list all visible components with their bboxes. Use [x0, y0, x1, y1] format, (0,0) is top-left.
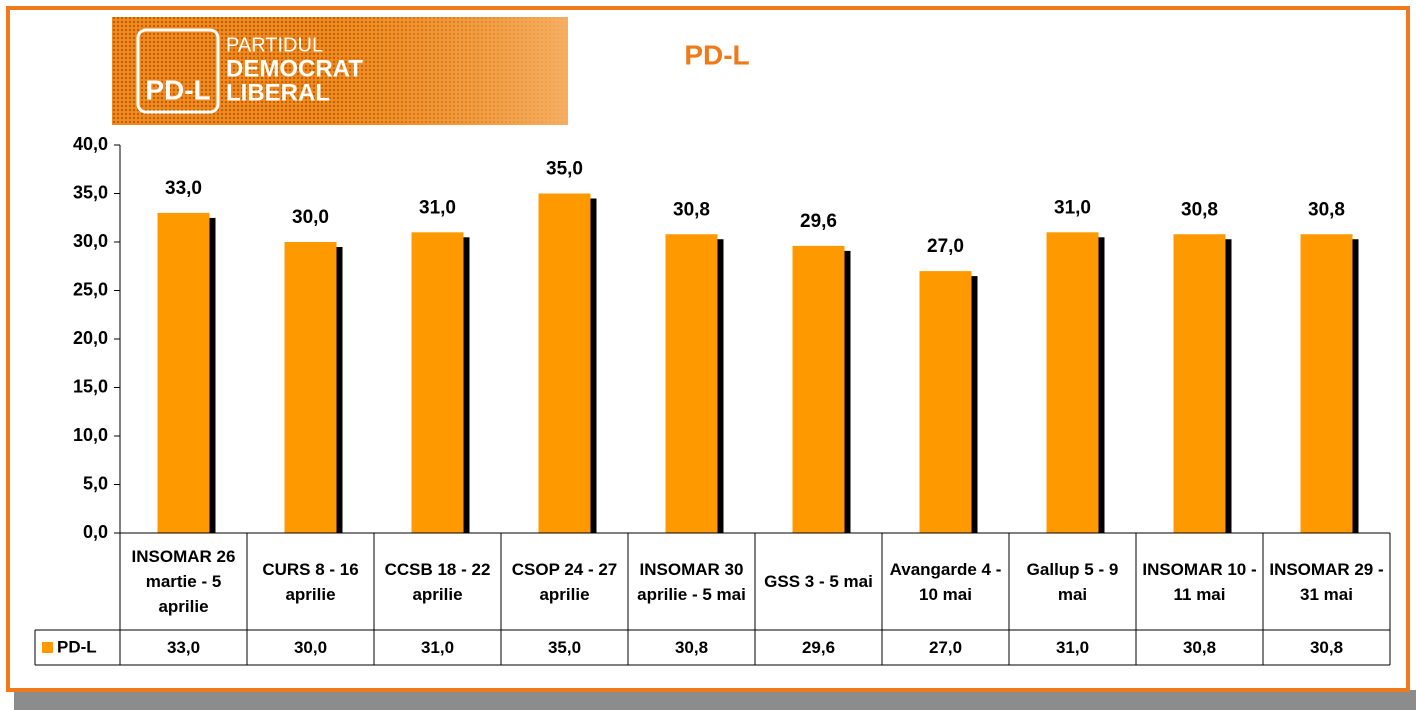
- x-tick-label: Avangarde 4 - 10 mai: [889, 559, 1002, 604]
- logo-text: LIBERAL: [226, 79, 330, 106]
- bar: [792, 245, 845, 533]
- legend-label: PD-L: [57, 637, 97, 656]
- bar: [665, 234, 718, 534]
- x-tick-label: GSS 3 - 5 mai: [764, 572, 873, 591]
- table-cell: 31,0: [420, 638, 455, 657]
- bar: [538, 193, 591, 533]
- frame-shadow: [14, 690, 1416, 710]
- data-label: 27,0: [927, 236, 964, 257]
- bar: [1300, 234, 1353, 534]
- bar: [411, 232, 464, 534]
- x-tick-label: INSOMAR 10 - 11 mai: [1142, 559, 1257, 604]
- x-tick-label: CSOP 24 - 27 aprilie: [511, 559, 618, 604]
- data-label: 29,6: [800, 211, 837, 232]
- y-tick-label: 5,0: [83, 473, 108, 493]
- logo-fade: [112, 17, 568, 125]
- bar: [1046, 232, 1099, 534]
- data-label: 35,0: [546, 159, 583, 180]
- y-tick-label: 0,0: [83, 522, 108, 542]
- table-cell: 30,0: [293, 638, 328, 657]
- table-cell: 30,8: [674, 638, 709, 657]
- x-tick-label: CCSB 18 - 22 aprilie: [384, 559, 491, 604]
- data-label: 31,0: [419, 197, 456, 218]
- y-tick-label: 10,0: [73, 425, 108, 445]
- bar: [919, 271, 972, 533]
- table-cell: 30,8: [1182, 638, 1217, 657]
- data-label: 30,8: [1181, 199, 1218, 220]
- data-label: 30,8: [1308, 199, 1345, 220]
- logo-badge: [136, 28, 220, 114]
- data-label: 30,8: [673, 199, 710, 220]
- x-tick-label: CURS 8 - 16 aprilie: [262, 559, 359, 604]
- y-tick-label: 35,0: [73, 182, 108, 202]
- table-cell: 30,8: [1309, 638, 1344, 657]
- bar: [157, 212, 210, 533]
- table-cell: 29,6: [801, 638, 836, 657]
- data-label: 30,0: [292, 207, 329, 228]
- y-tick-label: 30,0: [73, 231, 108, 251]
- table-cell: 27,0: [928, 638, 963, 657]
- data-label: 31,0: [1054, 197, 1091, 218]
- table-cell: 35,0: [547, 638, 582, 657]
- y-tick-label: 15,0: [73, 376, 108, 396]
- y-tick-label: 25,0: [73, 279, 108, 299]
- bar: [1173, 234, 1226, 534]
- data-label: 33,0: [165, 178, 202, 199]
- x-tick-label: INSOMAR 30 aprilie - 5 mai: [637, 559, 746, 604]
- x-tick-label: Gallup 5 - 9 mai: [1026, 559, 1119, 604]
- table-cell: 33,0: [166, 638, 201, 657]
- x-tick-label: INSOMAR 29 - 31 mai: [1269, 559, 1384, 604]
- logo-badge-text: PD-L: [145, 74, 210, 105]
- logo-text: PARTIDUL: [226, 34, 323, 56]
- table-cell: 31,0: [1055, 638, 1090, 657]
- y-tick-label: 40,0: [73, 134, 108, 154]
- logo-text: DEMOCRAT: [226, 55, 363, 82]
- x-tick-label: INSOMAR 26 martie - 5 aprilie: [131, 547, 236, 616]
- y-tick-label: 20,0: [73, 328, 108, 348]
- bar: [284, 242, 337, 533]
- chart-title: PD-L: [684, 39, 749, 70]
- legend-swatch: [42, 642, 53, 653]
